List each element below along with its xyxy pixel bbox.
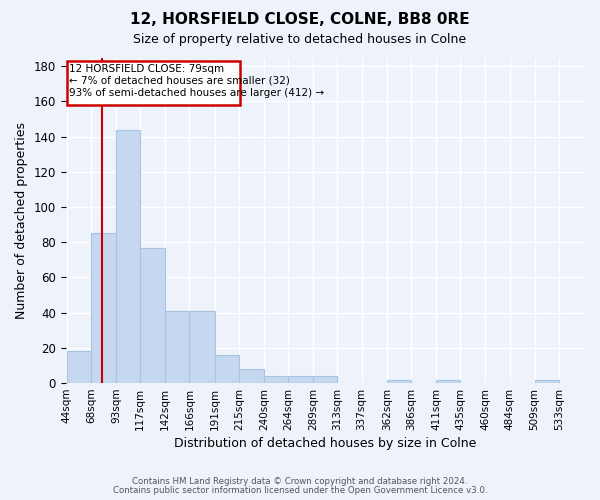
Bar: [165, 311, 190, 383]
Bar: [116, 130, 140, 383]
Bar: [67, 352, 91, 383]
Bar: [67, 61, 240, 105]
Bar: [313, 376, 337, 383]
Text: Contains HM Land Registry data © Crown copyright and database right 2024.: Contains HM Land Registry data © Crown c…: [132, 477, 468, 486]
Text: ← 7% of detached houses are smaller (32): ← 7% of detached houses are smaller (32): [68, 76, 290, 86]
Bar: [387, 380, 411, 383]
Bar: [535, 380, 559, 383]
Bar: [190, 311, 215, 383]
Bar: [288, 376, 313, 383]
Bar: [239, 369, 264, 383]
Text: Contains public sector information licensed under the Open Government Licence v3: Contains public sector information licen…: [113, 486, 487, 495]
Text: 93% of semi-detached houses are larger (412) →: 93% of semi-detached houses are larger (…: [68, 88, 324, 99]
X-axis label: Distribution of detached houses by size in Colne: Distribution of detached houses by size …: [174, 437, 476, 450]
Text: Size of property relative to detached houses in Colne: Size of property relative to detached ho…: [133, 32, 467, 46]
Bar: [436, 380, 460, 383]
Y-axis label: Number of detached properties: Number of detached properties: [15, 122, 28, 319]
Text: 12 HORSFIELD CLOSE: 79sqm: 12 HORSFIELD CLOSE: 79sqm: [68, 64, 224, 74]
Bar: [264, 376, 288, 383]
Bar: [215, 355, 239, 383]
Text: 12, HORSFIELD CLOSE, COLNE, BB8 0RE: 12, HORSFIELD CLOSE, COLNE, BB8 0RE: [130, 12, 470, 28]
Bar: [140, 248, 165, 383]
Bar: [91, 234, 116, 383]
